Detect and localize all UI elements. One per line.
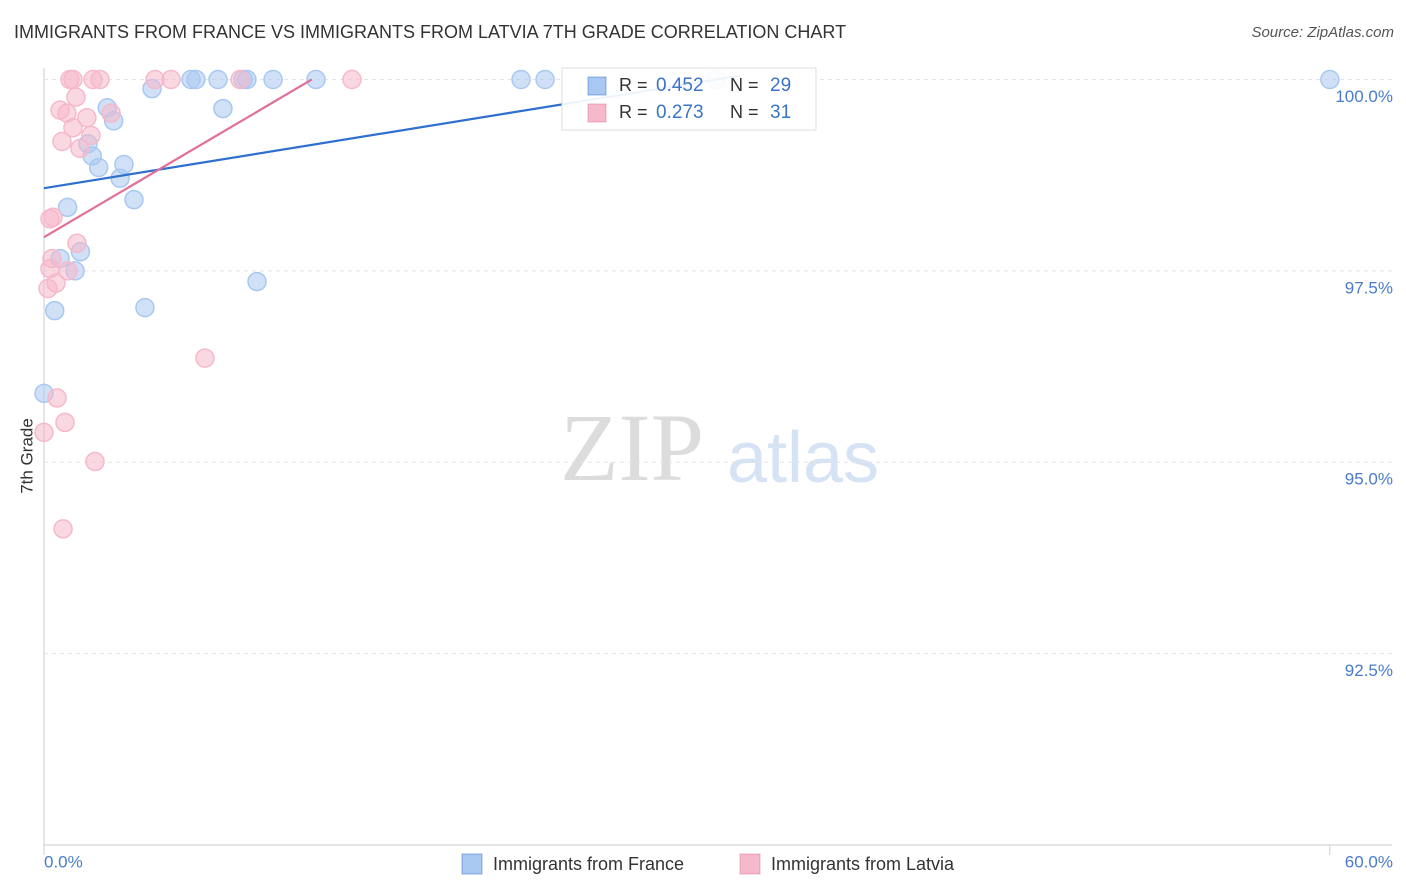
point — [52, 131, 72, 152]
point — [186, 69, 206, 90]
stats-n-label: N = — [730, 75, 759, 95]
point — [57, 197, 78, 218]
point — [40, 209, 60, 229]
y-tick-label: 95.0% — [1345, 470, 1393, 489]
point — [342, 69, 362, 90]
trend-line — [43, 78, 313, 239]
point — [247, 271, 267, 292]
source: Source: ZipAtlas.com — [1251, 24, 1394, 41]
point — [63, 117, 83, 138]
point — [66, 87, 86, 107]
y-tick-label: 97.5% — [1345, 278, 1393, 297]
point — [55, 412, 75, 433]
point — [42, 248, 62, 269]
point — [195, 348, 215, 368]
point — [34, 422, 54, 443]
watermark: ZIP — [560, 394, 704, 501]
point — [1320, 69, 1340, 90]
point — [44, 300, 65, 321]
point — [101, 103, 121, 123]
point — [58, 261, 78, 281]
point — [145, 69, 165, 90]
point — [511, 69, 531, 90]
stats-r-label: R = — [619, 75, 648, 95]
point — [135, 297, 155, 318]
stats-swatch — [587, 103, 607, 123]
point — [77, 108, 97, 128]
point — [535, 69, 555, 90]
point — [263, 69, 283, 90]
point — [81, 125, 101, 146]
point — [47, 388, 67, 408]
point — [208, 69, 228, 90]
point — [88, 157, 109, 178]
watermark: atlas — [727, 418, 879, 498]
point — [63, 69, 83, 90]
point — [46, 273, 66, 293]
x-tick-label: 60.0% — [1345, 852, 1393, 871]
stats-swatch — [587, 76, 607, 96]
stats-r-label: R = — [619, 102, 648, 122]
point — [90, 69, 110, 90]
point — [114, 154, 134, 175]
point — [70, 138, 90, 159]
stats-n-value: 31 — [770, 102, 791, 123]
point — [67, 233, 87, 254]
stats-n-value: 29 — [770, 75, 791, 96]
point — [124, 189, 144, 210]
chart-title: IMMIGRANTS FROM FRANCE VS IMMIGRANTS FRO… — [14, 22, 846, 42]
legend-label: Immigrants from Latvia — [771, 854, 955, 874]
legend-swatch — [461, 853, 483, 875]
y-tick-label: 100.0% — [1335, 87, 1393, 106]
y-axis-label: 7th Grade — [17, 418, 36, 494]
stats-n-label: N = — [730, 102, 759, 122]
legend-swatch — [739, 853, 761, 875]
stats-r-value: 0.452 — [656, 75, 704, 96]
x-tick-label: 0.0% — [44, 852, 83, 871]
stats-r-value: 0.273 — [656, 102, 704, 123]
point — [213, 98, 233, 119]
point — [306, 69, 326, 90]
legend-label: Immigrants from France — [493, 854, 684, 874]
point — [85, 451, 105, 472]
y-tick-label: 92.5% — [1345, 661, 1393, 680]
point — [53, 519, 73, 539]
point — [161, 69, 181, 90]
point — [230, 69, 250, 90]
